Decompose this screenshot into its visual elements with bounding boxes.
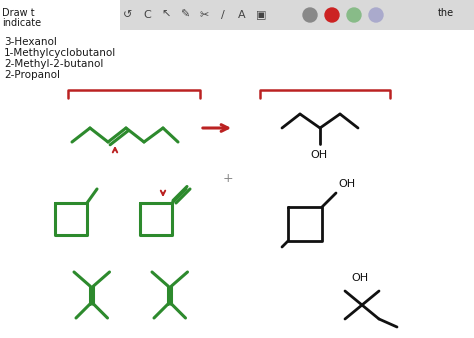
Text: indicate: indicate: [2, 18, 41, 28]
Text: 3-Hexanol: 3-Hexanol: [4, 37, 57, 47]
Text: 2-Propanol: 2-Propanol: [4, 70, 60, 80]
Text: 2-Methyl-2-butanol: 2-Methyl-2-butanol: [4, 59, 103, 69]
Text: OH: OH: [351, 273, 369, 283]
Text: ↺: ↺: [123, 10, 133, 20]
Text: 1-Methylcyclobutanol: 1-Methylcyclobutanol: [4, 48, 116, 58]
FancyBboxPatch shape: [120, 0, 474, 30]
Text: Draw t: Draw t: [2, 8, 35, 18]
Text: /: /: [221, 10, 225, 20]
Text: OH: OH: [310, 150, 328, 160]
Circle shape: [325, 8, 339, 22]
Circle shape: [303, 8, 317, 22]
Text: ↖: ↖: [161, 10, 171, 20]
Text: A: A: [238, 10, 246, 20]
Text: ✂: ✂: [199, 10, 209, 20]
Circle shape: [369, 8, 383, 22]
Text: ✎: ✎: [180, 10, 190, 20]
Text: the: the: [438, 8, 454, 18]
Text: C: C: [143, 10, 151, 20]
Text: ▣: ▣: [256, 10, 266, 20]
Text: OH: OH: [338, 179, 355, 189]
Circle shape: [347, 8, 361, 22]
Text: +: +: [223, 171, 233, 185]
